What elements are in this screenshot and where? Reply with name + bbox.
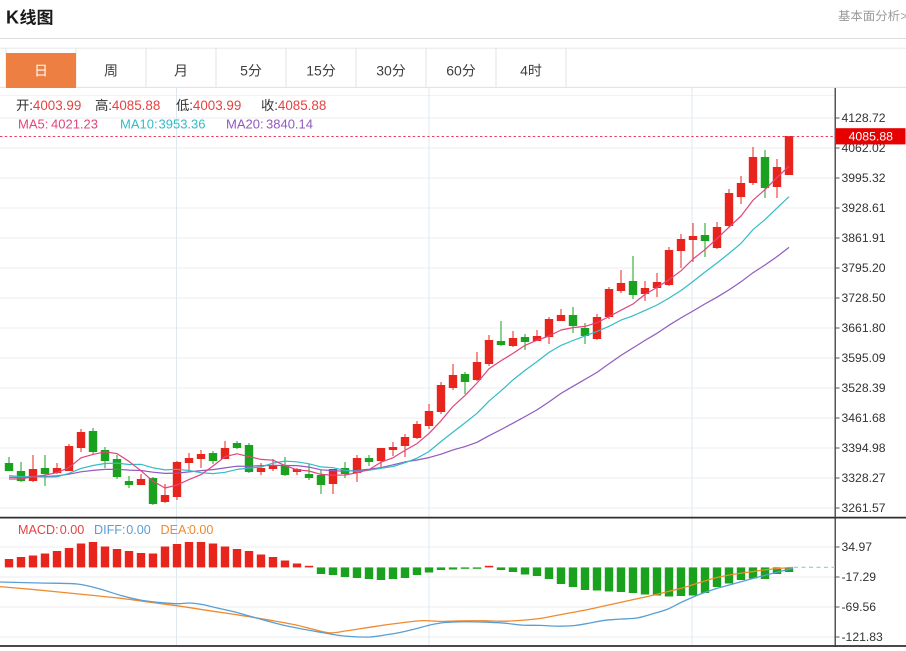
svg-text:6: 6 — [446, 62, 454, 78]
svg-text:5: 5 — [314, 62, 322, 78]
svg-text:3795.20: 3795.20 — [842, 261, 886, 275]
svg-text:3953.36: 3953.36 — [159, 117, 206, 132]
svg-text:3595.09: 3595.09 — [842, 351, 886, 365]
svg-text:MACD:: MACD: — [18, 523, 59, 537]
svg-text:3661.80: 3661.80 — [842, 321, 886, 335]
svg-text::: : — [189, 98, 193, 113]
svg-text:MA10:: MA10: — [120, 117, 158, 132]
svg-text:3261.57: 3261.57 — [842, 501, 886, 515]
svg-text:3: 3 — [376, 62, 384, 78]
svg-text::: : — [274, 98, 278, 113]
svg-text::: : — [108, 98, 112, 113]
svg-text:0: 0 — [454, 62, 462, 78]
svg-text:K: K — [6, 8, 19, 28]
svg-text:4062.02: 4062.02 — [842, 141, 886, 155]
svg-text:0: 0 — [384, 62, 392, 78]
svg-text:3861.91: 3861.91 — [842, 231, 886, 245]
svg-text:4003.99: 4003.99 — [193, 98, 241, 113]
svg-text:0.00: 0.00 — [60, 523, 85, 537]
svg-text:4003.99: 4003.99 — [33, 98, 81, 113]
svg-text:3928.61: 3928.61 — [842, 201, 886, 215]
svg-text:3394.98: 3394.98 — [842, 441, 886, 455]
svg-text:34.97: 34.97 — [842, 540, 873, 554]
svg-text:4021.23: 4021.23 — [51, 117, 98, 132]
svg-text:4085.88: 4085.88 — [112, 98, 160, 113]
svg-text:3995.32: 3995.32 — [842, 171, 886, 185]
svg-text:0.00: 0.00 — [126, 523, 151, 537]
svg-text:DEA:: DEA: — [161, 523, 190, 537]
svg-text:-121.83: -121.83 — [842, 630, 884, 644]
svg-text:3528.39: 3528.39 — [842, 381, 886, 395]
svg-text:1: 1 — [306, 62, 314, 78]
svg-text:0.00: 0.00 — [189, 523, 214, 537]
svg-text:>: > — [901, 9, 906, 23]
svg-text:MA5:: MA5: — [18, 117, 48, 132]
svg-text:-69.56: -69.56 — [842, 600, 877, 614]
svg-text:5: 5 — [240, 62, 248, 78]
svg-text:3461.68: 3461.68 — [842, 411, 886, 425]
svg-text:4085.88: 4085.88 — [849, 130, 894, 144]
svg-text:3728.50: 3728.50 — [842, 291, 886, 305]
svg-text:DIFF:: DIFF: — [94, 523, 125, 537]
svg-text:4: 4 — [520, 62, 528, 78]
svg-text::: : — [29, 98, 33, 113]
svg-text:3328.27: 3328.27 — [842, 471, 886, 485]
svg-text:4085.88: 4085.88 — [278, 98, 326, 113]
svg-text:4128.72: 4128.72 — [842, 111, 886, 125]
svg-text:MA20:: MA20: — [226, 117, 264, 132]
svg-text:3840.14: 3840.14 — [266, 117, 313, 132]
svg-text:-17.29: -17.29 — [842, 570, 877, 584]
